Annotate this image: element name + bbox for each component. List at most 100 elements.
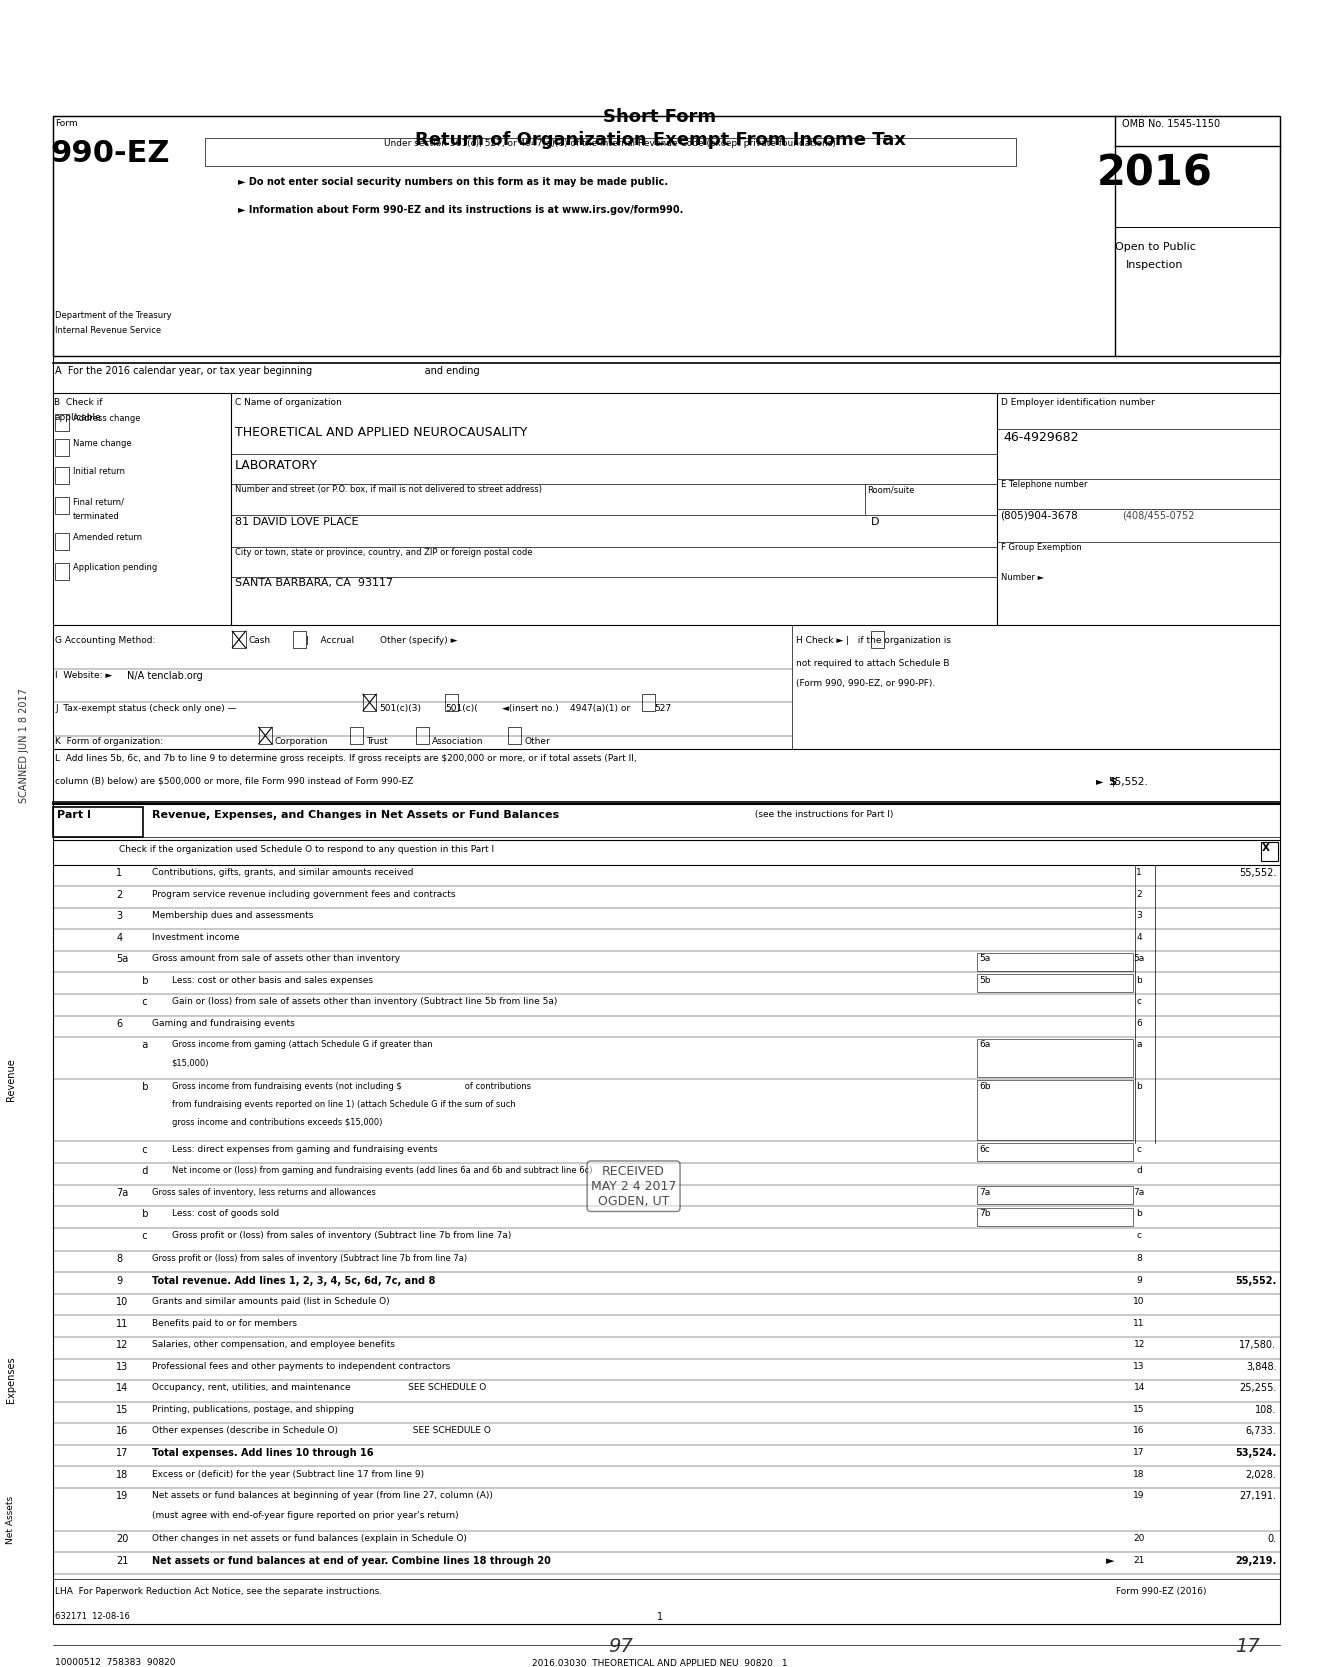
Text: 21: 21 [1134,1555,1144,1565]
Text: Expenses: Expenses [5,1357,16,1404]
Bar [363,693,376,710]
Bar [293,632,306,648]
Text: Gross sales of inventory, less returns and allowances: Gross sales of inventory, less returns a… [152,1189,376,1197]
Text: Cash: Cash [248,637,271,645]
Text: Other expenses (describe in Schedule O)                          SEE SCHEDULE O: Other expenses (describe in Schedule O) … [152,1427,491,1435]
Text: b: b [1137,1209,1142,1219]
Text: 55,552.: 55,552. [1236,1275,1276,1285]
Text: Less: cost or other basis and sales expenses: Less: cost or other basis and sales expe… [172,975,372,985]
Text: X: X [1262,844,1270,854]
Text: column (B) below) are $500,000 or more, file Form 990 instead of Form 990-EZ: column (B) below) are $500,000 or more, … [55,777,413,787]
Text: (Form 990, 990-EZ, or 990-PF).: (Form 990, 990-EZ, or 990-PF). [796,678,935,688]
Text: Membership dues and assessments: Membership dues and assessments [152,912,313,920]
Text: Gaming and fundraising events: Gaming and fundraising events [152,1019,294,1029]
Text: Initial return: Initial return [73,467,124,477]
Text: b: b [1137,975,1142,985]
Text: Revenue, Expenses, and Changes in Net Assets or Fund Balances: Revenue, Expenses, and Changes in Net As… [152,810,558,820]
Text: ► Information about Form 990-EZ and its instructions is at www.irs.gov/form990.: ► Information about Form 990-EZ and its … [238,205,682,215]
Text: Form: Form [55,120,78,128]
Text: 11: 11 [1134,1319,1144,1327]
Text: 81 DAVID LOVE PLACE: 81 DAVID LOVE PLACE [235,517,359,527]
Text: a: a [1137,1040,1142,1050]
Bar [977,1209,1133,1225]
Bar [416,727,429,743]
Text: Salaries, other compensation, and employee benefits: Salaries, other compensation, and employ… [152,1340,395,1349]
Text: d: d [1137,1167,1142,1175]
Text: ►: ► [1106,1555,1114,1565]
Bar [977,952,1133,970]
Text: Amended return: Amended return [73,533,141,542]
Text: 3: 3 [1137,912,1142,920]
Text: Corporation: Corporation [275,737,329,747]
Text: (must agree with end-of-year figure reported on prior year's return): (must agree with end-of-year figure repo… [152,1510,458,1520]
Text: 5a: 5a [116,954,128,964]
Text: C Name of organization: C Name of organization [235,398,342,407]
Text: Form 990-EZ (2016): Form 990-EZ (2016) [1117,1587,1206,1595]
Text: Number ►: Number ► [1001,573,1044,582]
Text: ► Do not enter social security numbers on this form as it may be made public.: ► Do not enter social security numbers o… [238,177,668,187]
Text: 5a: 5a [1134,954,1144,964]
Bar [55,563,69,580]
Bar [232,632,246,648]
Text: Investment income: Investment income [152,934,239,942]
Text: 17: 17 [116,1449,128,1459]
Text: 4: 4 [1137,934,1142,942]
Text: Part I: Part I [57,810,91,820]
Text: 13: 13 [1134,1362,1144,1370]
Text: Short Form: Short Form [603,108,717,125]
Text: Check if the organization used Schedule O to respond to any question in this Par: Check if the organization used Schedule … [119,845,494,854]
Text: 19: 19 [116,1490,128,1500]
Bar [977,1144,1133,1162]
Text: 3,848.: 3,848. [1246,1362,1276,1372]
Text: Professional fees and other payments to independent contractors: Professional fees and other payments to … [152,1362,450,1370]
Text: Less: cost of goods sold: Less: cost of goods sold [172,1209,279,1219]
Bar [871,632,884,648]
Text: 6b: 6b [979,1082,991,1090]
Text: D Employer identification number: D Employer identification number [1001,398,1154,407]
Text: N/A tenclab.org: N/A tenclab.org [127,672,202,682]
Bar [977,1039,1133,1077]
Bar [259,727,272,743]
Text: 6: 6 [1137,1019,1142,1029]
Text: 15: 15 [116,1405,128,1415]
Text: Gain or (loss) from sale of assets other than inventory (Subtract line 5b from l: Gain or (loss) from sale of assets other… [172,997,557,1007]
Text: 3: 3 [116,912,123,922]
Text: 2: 2 [116,890,123,900]
Text: A  For the 2016 calendar year, or tax year beginning                            : A For the 2016 calendar year, or tax yea… [55,367,480,377]
Text: 11: 11 [116,1319,128,1329]
Bar [53,117,1280,357]
Text: SCANNED JUN 1 8 2017: SCANNED JUN 1 8 2017 [18,688,29,803]
Text: (408/455-0752: (408/455-0752 [1122,510,1195,520]
Text: City or town, state or province, country, and ZIP or foreign postal code: City or town, state or province, country… [235,548,532,557]
Text: ◄(insert no.): ◄(insert no.) [502,703,558,713]
Text: K  Form of organization:: K Form of organization: [55,737,164,747]
Text: 6c: 6c [979,1145,990,1154]
Bar [55,467,69,483]
Text: 29,219.: 29,219. [1236,1555,1276,1565]
Text: 7b: 7b [979,1209,991,1219]
Text: 5b: 5b [979,975,991,985]
Text: 55,552.: 55,552. [1109,777,1148,787]
Text: I  Website: ►: I Website: ► [55,672,112,680]
Text: Gross income from gaming (attach Schedule G if greater than: Gross income from gaming (attach Schedul… [172,1040,432,1050]
Text: Other: Other [524,737,550,747]
Text: b: b [136,1082,148,1092]
Text: 12: 12 [1134,1340,1144,1349]
Text: SANTA BARBARA, CA  93117: SANTA BARBARA, CA 93117 [235,578,393,588]
Text: 2016.03030  THEORETICAL AND APPLIED NEU  90820__1: 2016.03030 THEORETICAL AND APPLIED NEU 9… [532,1659,788,1667]
Text: B  Check if: B Check if [54,398,103,407]
Text: Gross profit or (loss) from sales of inventory (Subtract line 7b from line 7a): Gross profit or (loss) from sales of inv… [172,1230,511,1240]
Text: 21: 21 [116,1555,128,1565]
Bar [977,974,1133,992]
Text: b: b [136,1209,148,1219]
Text: Occupancy, rent, utilities, and maintenance                    SEE SCHEDULE O: Occupancy, rent, utilities, and maintena… [152,1384,486,1392]
Text: 4947(a)(1) or: 4947(a)(1) or [570,703,631,713]
Text: 10000512  758383  90820: 10000512 758383 90820 [55,1659,176,1667]
Text: Trust: Trust [366,737,387,747]
Text: 16: 16 [116,1427,128,1437]
Text: c: c [1137,1230,1142,1240]
Text: 19: 19 [1134,1490,1144,1500]
Text: $15,000): $15,000) [172,1059,209,1067]
Text: 1: 1 [1137,869,1142,877]
Text: LABORATORY: LABORATORY [235,458,318,472]
